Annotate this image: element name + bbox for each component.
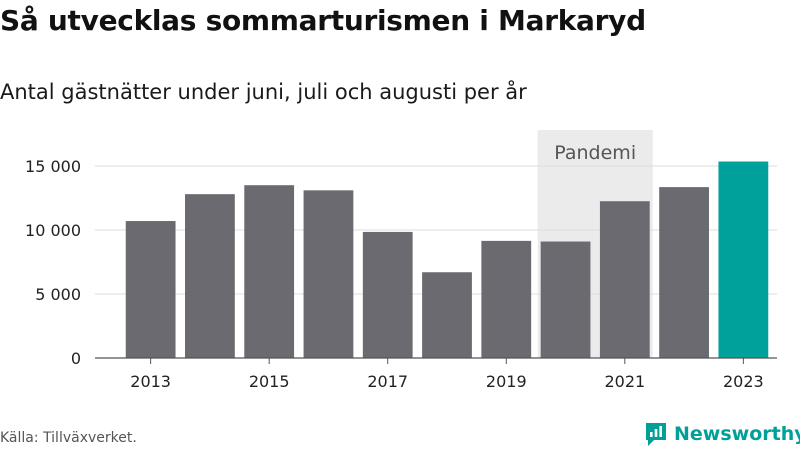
- x-tick-label: 2017: [367, 372, 408, 391]
- bar-2014: [185, 194, 235, 358]
- x-tick-label: 2021: [604, 372, 645, 391]
- y-tick-label: 0: [71, 349, 81, 368]
- y-tick-label: 5 000: [35, 285, 81, 304]
- newsworthy-brand: Newsworthy: [644, 420, 800, 448]
- bar-2019: [481, 240, 532, 358]
- chart-subtitle: Antal gästnätter under juni, juli och au…: [0, 80, 527, 104]
- bar-2018: [422, 272, 472, 358]
- brand-name: Newsworthy: [674, 423, 800, 445]
- bar-2017: [362, 231, 413, 358]
- bar-2021: [599, 201, 650, 358]
- bar-2020: [540, 241, 591, 358]
- newsworthy-logo-icon: [646, 423, 666, 446]
- bar-2015: [244, 185, 295, 358]
- annotation-label: Pandemi: [554, 142, 636, 164]
- x-tick-label: 2015: [249, 372, 290, 391]
- bar-2023: [718, 161, 769, 358]
- chart-title: Så utvecklas sommarturismen i Markaryd: [0, 4, 646, 37]
- x-tick-label: 2023: [723, 372, 764, 391]
- x-tick-label: 2013: [130, 372, 171, 391]
- y-tick-label: 10 000: [25, 221, 81, 240]
- bar-2013: [125, 221, 176, 358]
- bar-2022: [659, 187, 709, 358]
- source-note: Källa: Tillväxverket.: [0, 430, 137, 446]
- x-tick-label: 2019: [486, 372, 527, 391]
- bar-2016: [303, 190, 354, 358]
- y-tick-label: 15 000: [25, 157, 81, 176]
